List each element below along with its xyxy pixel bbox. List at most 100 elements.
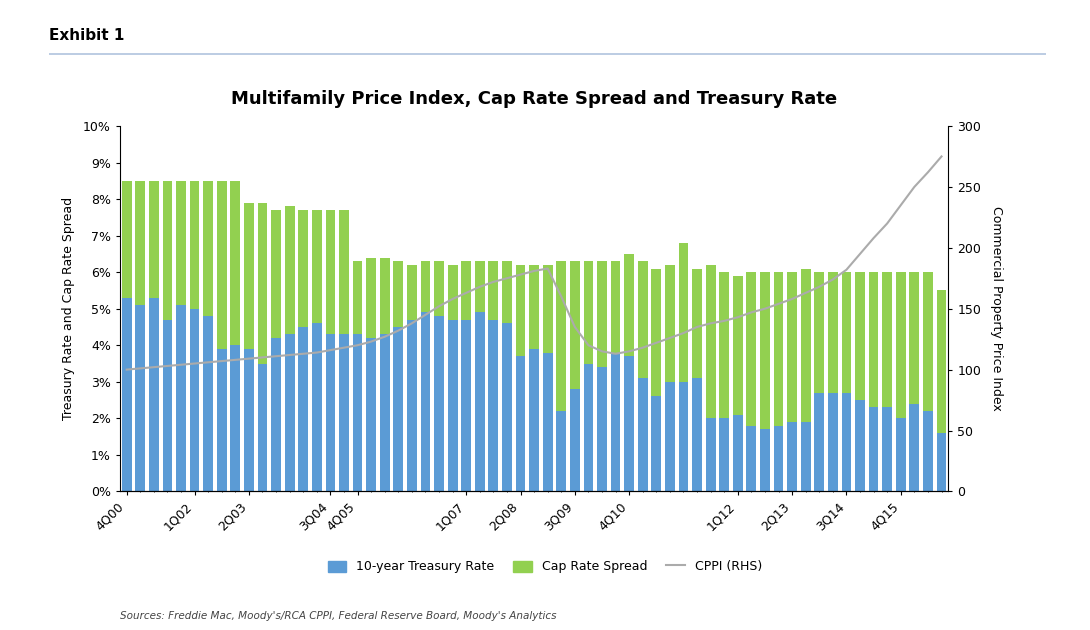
Bar: [909, 272, 919, 404]
Bar: [257, 203, 267, 364]
Bar: [448, 265, 458, 319]
Bar: [760, 429, 770, 491]
Bar: [516, 265, 525, 356]
Bar: [339, 210, 349, 335]
Bar: [896, 272, 906, 418]
Text: Exhibit 1: Exhibit 1: [49, 28, 124, 43]
Bar: [502, 323, 512, 491]
Bar: [638, 261, 647, 378]
Bar: [828, 392, 838, 491]
Bar: [801, 268, 811, 422]
Bar: [217, 349, 227, 491]
Bar: [421, 261, 431, 312]
Bar: [461, 319, 471, 491]
Bar: [488, 319, 498, 491]
Bar: [366, 338, 376, 491]
Bar: [434, 261, 444, 316]
Bar: [299, 327, 308, 491]
Bar: [530, 265, 538, 349]
Bar: [597, 367, 607, 491]
Bar: [679, 243, 689, 382]
Bar: [570, 389, 580, 491]
Y-axis label: Treasury Rate and Cap Rate Spread: Treasury Rate and Cap Rate Spread: [62, 197, 74, 420]
Bar: [271, 338, 281, 491]
Bar: [652, 396, 662, 491]
Bar: [882, 272, 892, 408]
Bar: [244, 349, 254, 491]
Bar: [448, 319, 458, 491]
Bar: [570, 261, 580, 389]
Bar: [909, 404, 919, 491]
Bar: [705, 418, 715, 491]
Bar: [543, 265, 553, 353]
Bar: [625, 254, 634, 356]
Legend: 10-year Treasury Rate, Cap Rate Spread, CPPI (RHS): 10-year Treasury Rate, Cap Rate Spread, …: [322, 554, 768, 580]
Bar: [190, 309, 199, 491]
Bar: [190, 181, 199, 309]
Bar: [177, 181, 186, 305]
Bar: [692, 378, 702, 491]
Bar: [814, 392, 824, 491]
Bar: [230, 181, 240, 345]
Bar: [774, 272, 784, 426]
Bar: [217, 181, 227, 349]
Bar: [230, 345, 240, 491]
Bar: [719, 272, 729, 418]
Bar: [692, 268, 702, 378]
Bar: [556, 261, 566, 411]
Bar: [610, 261, 620, 353]
Bar: [936, 290, 946, 433]
Bar: [841, 272, 851, 392]
Bar: [787, 422, 797, 491]
Bar: [828, 272, 838, 392]
Bar: [869, 272, 879, 408]
Bar: [461, 261, 471, 319]
Bar: [257, 364, 267, 491]
Bar: [135, 305, 145, 491]
Bar: [353, 335, 363, 491]
Bar: [244, 203, 254, 349]
Bar: [787, 272, 797, 422]
Bar: [339, 335, 349, 491]
Bar: [597, 261, 607, 367]
Bar: [488, 261, 498, 319]
Bar: [162, 181, 172, 319]
Bar: [530, 349, 538, 491]
Bar: [203, 316, 213, 491]
Bar: [665, 265, 675, 382]
Bar: [747, 426, 756, 491]
Bar: [679, 382, 689, 491]
Bar: [583, 364, 593, 491]
Bar: [393, 327, 403, 491]
Bar: [652, 268, 662, 396]
Bar: [923, 411, 933, 491]
Bar: [284, 207, 294, 335]
Bar: [936, 433, 946, 491]
Bar: [149, 298, 159, 491]
Bar: [203, 181, 213, 316]
Bar: [326, 335, 336, 491]
Bar: [556, 411, 566, 491]
Text: Sources: Freddie Mac, Moody's/RCA CPPI, Federal Reserve Board, Moody's Analytics: Sources: Freddie Mac, Moody's/RCA CPPI, …: [120, 610, 556, 621]
Bar: [923, 272, 933, 411]
Bar: [284, 335, 294, 491]
Bar: [271, 210, 281, 338]
Bar: [379, 335, 389, 491]
Bar: [516, 356, 525, 491]
Bar: [583, 261, 593, 364]
Bar: [135, 181, 145, 305]
Bar: [299, 210, 308, 327]
Bar: [475, 261, 485, 312]
Bar: [869, 408, 879, 491]
Y-axis label: Commercial Property Price Index: Commercial Property Price Index: [991, 207, 1004, 411]
Bar: [705, 265, 715, 418]
Bar: [434, 316, 444, 491]
Bar: [421, 312, 431, 491]
Bar: [841, 392, 851, 491]
Bar: [312, 323, 322, 491]
Title: Multifamily Price Index, Cap Rate Spread and Treasury Rate: Multifamily Price Index, Cap Rate Spread…: [231, 90, 837, 108]
Bar: [162, 319, 172, 491]
Bar: [625, 356, 634, 491]
Bar: [326, 210, 336, 335]
Bar: [543, 353, 553, 491]
